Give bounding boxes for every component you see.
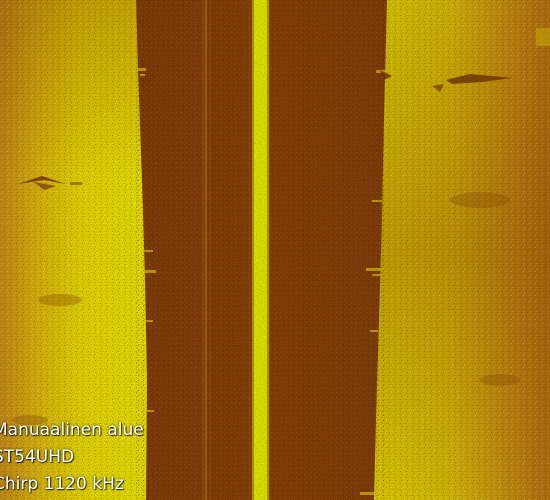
side-scan-image xyxy=(0,0,550,500)
sonar-viewport[interactable]: Manuaalinen alue ST54UHD Chirp 1120 kHz xyxy=(0,0,550,500)
